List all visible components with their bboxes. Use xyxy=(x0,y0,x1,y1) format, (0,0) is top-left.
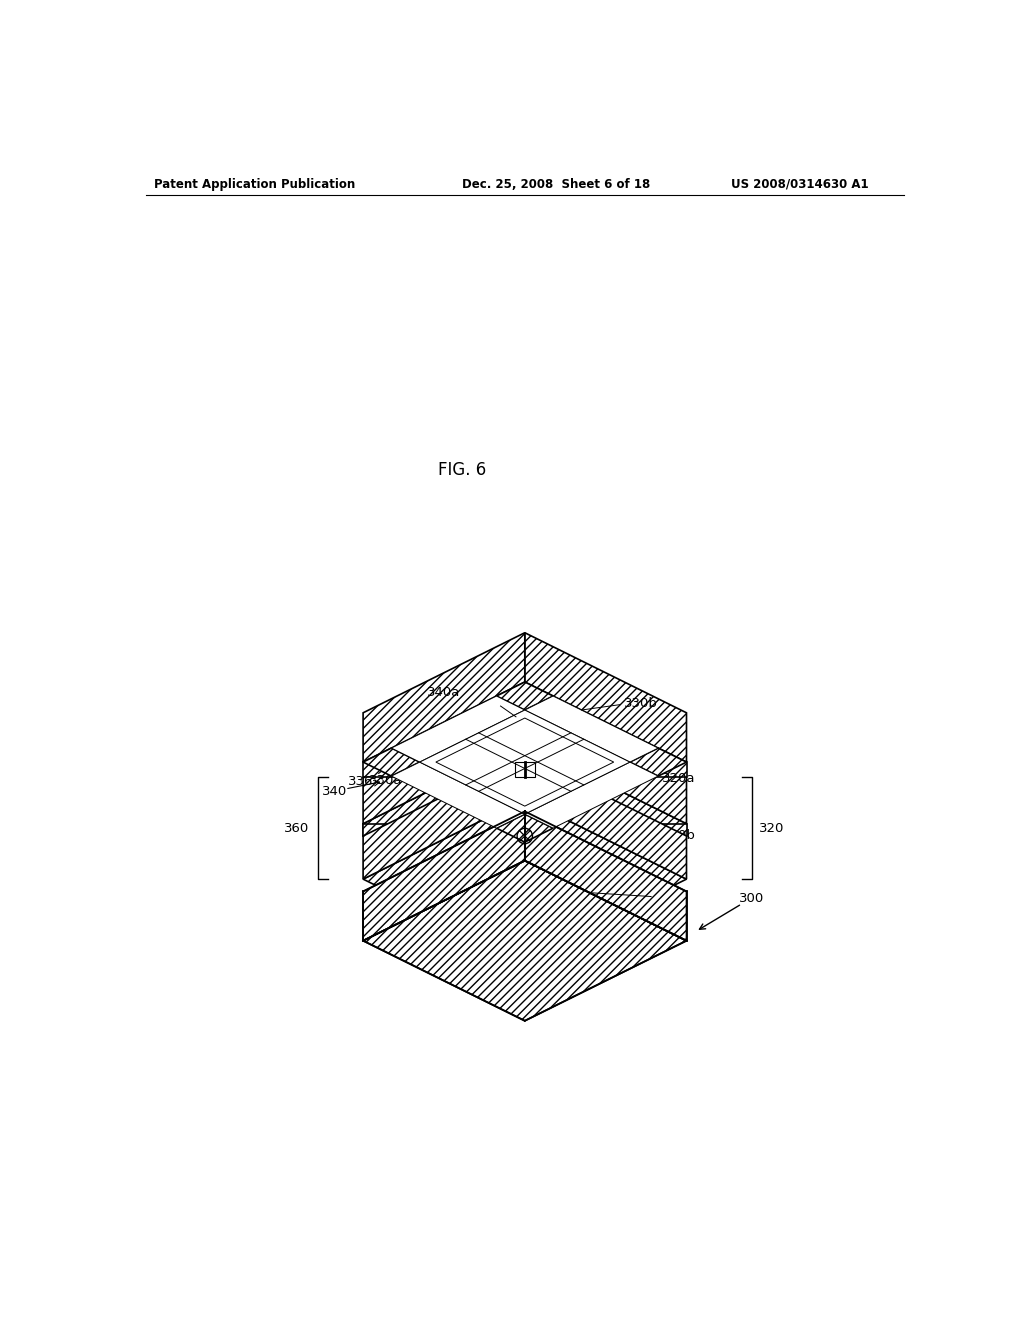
Polygon shape xyxy=(364,632,524,762)
Text: 320b: 320b xyxy=(662,829,695,842)
Polygon shape xyxy=(364,812,524,941)
Polygon shape xyxy=(364,799,686,960)
Polygon shape xyxy=(524,824,686,836)
Polygon shape xyxy=(420,710,630,814)
Text: 333: 333 xyxy=(520,713,546,726)
Polygon shape xyxy=(364,861,686,1020)
Polygon shape xyxy=(524,762,658,828)
Text: 336: 336 xyxy=(348,775,374,788)
Text: Patent Application Publication: Patent Application Publication xyxy=(154,178,355,190)
Text: Dec. 25, 2008  Sheet 6 of 18: Dec. 25, 2008 Sheet 6 of 18 xyxy=(462,178,650,190)
Polygon shape xyxy=(497,682,553,710)
Polygon shape xyxy=(391,762,524,828)
Text: 350: 350 xyxy=(390,858,416,871)
Text: 340a: 340a xyxy=(427,685,461,698)
Text: 330b: 330b xyxy=(624,697,657,710)
Polygon shape xyxy=(524,743,686,836)
Text: 320a: 320a xyxy=(662,772,695,785)
Polygon shape xyxy=(524,762,686,777)
Polygon shape xyxy=(524,696,658,762)
Polygon shape xyxy=(391,696,524,762)
Text: 310: 310 xyxy=(655,890,680,903)
Polygon shape xyxy=(524,756,686,879)
Polygon shape xyxy=(630,748,686,776)
Polygon shape xyxy=(364,697,524,824)
Polygon shape xyxy=(364,748,420,776)
Text: 360: 360 xyxy=(284,822,309,834)
Polygon shape xyxy=(364,762,524,777)
Polygon shape xyxy=(515,762,535,777)
Polygon shape xyxy=(524,812,686,941)
Polygon shape xyxy=(364,824,524,836)
Polygon shape xyxy=(497,814,553,842)
Polygon shape xyxy=(524,632,686,762)
Text: 300: 300 xyxy=(739,892,765,906)
Text: FIG. 6: FIG. 6 xyxy=(437,461,485,479)
Text: 340b: 340b xyxy=(460,859,494,873)
Polygon shape xyxy=(364,682,686,842)
Text: 320: 320 xyxy=(759,822,784,834)
Text: 330a: 330a xyxy=(370,775,402,788)
Text: 340: 340 xyxy=(322,785,347,797)
Polygon shape xyxy=(364,743,524,836)
Polygon shape xyxy=(364,756,524,879)
Text: US 2008/0314630 A1: US 2008/0314630 A1 xyxy=(731,178,868,190)
Polygon shape xyxy=(364,756,686,916)
Polygon shape xyxy=(364,743,686,904)
Polygon shape xyxy=(524,697,686,824)
